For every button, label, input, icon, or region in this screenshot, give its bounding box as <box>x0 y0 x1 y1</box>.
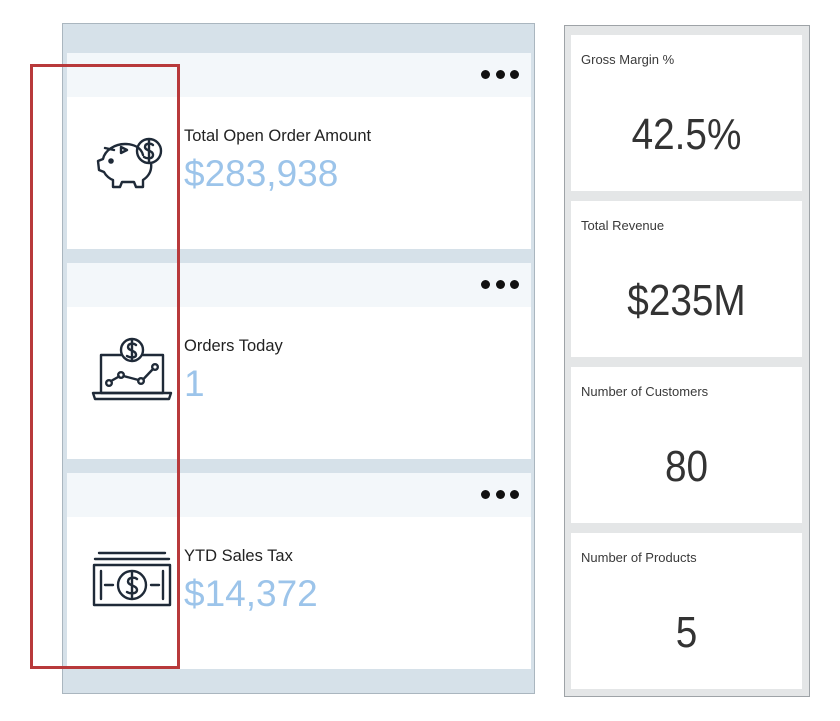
more-options-icon[interactable] <box>481 487 519 501</box>
more-options-icon[interactable] <box>481 67 519 81</box>
card-title: Total Open Order Amount <box>184 127 372 145</box>
tile-value: 80 <box>664 442 709 491</box>
cash-bill-icon <box>92 551 172 607</box>
tile-gross-margin[interactable]: Gross Margin % 42.5% <box>571 35 802 191</box>
card-total-open-order-amount: Total Open Order Amount $283,938 <box>67 53 531 249</box>
card-value: $14,372 <box>184 573 318 614</box>
tile-total-revenue[interactable]: Total Revenue $235M <box>571 201 802 357</box>
laptop-chart-dollar-icon <box>91 337 173 401</box>
card-title: Orders Today <box>184 337 283 355</box>
piggy-bank-dollar-icon <box>96 137 163 189</box>
kpi-cards-panel: Total Open Order Amount $283,938 Orders … <box>62 23 535 694</box>
tile-number-of-customers[interactable]: Number of Customers 80 <box>571 367 802 523</box>
tile-label: Gross Margin % <box>581 52 675 67</box>
tile-value: 5 <box>675 608 698 657</box>
card-header <box>67 263 531 307</box>
card-value: 1 <box>184 363 205 404</box>
card-orders-today: Orders Today 1 <box>67 263 531 459</box>
card-title: YTD Sales Tax <box>184 547 293 565</box>
tile-label: Number of Customers <box>581 384 709 399</box>
tile-value: $235M <box>627 276 746 325</box>
card-header <box>67 53 531 97</box>
card-header <box>67 473 531 517</box>
tile-value: 42.5% <box>631 110 742 159</box>
tile-number-of-products[interactable]: Number of Products 5 <box>571 533 802 689</box>
card-ytd-sales-tax: YTD Sales Tax $14,372 <box>67 473 531 669</box>
card-value: $283,938 <box>184 153 339 194</box>
tile-label: Number of Products <box>581 550 697 565</box>
more-options-icon[interactable] <box>481 277 519 291</box>
tile-label: Total Revenue <box>581 218 665 233</box>
metrics-tiles-panel: Gross Margin % 42.5% Total Revenue $235M… <box>564 25 810 697</box>
